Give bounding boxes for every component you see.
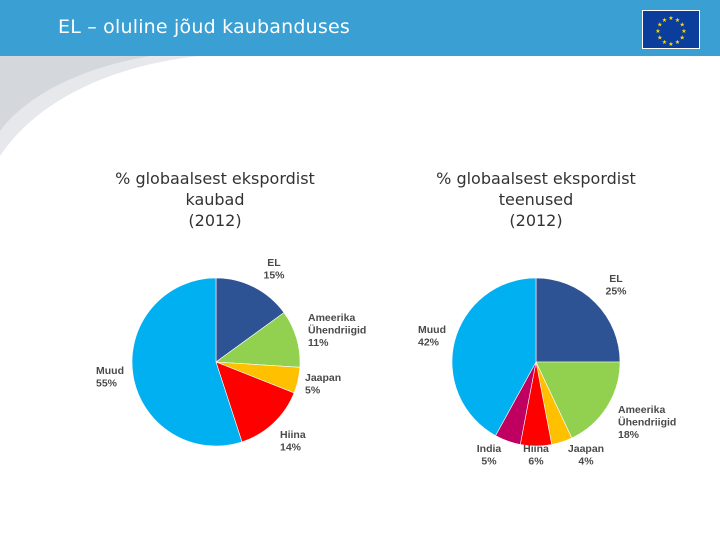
slice-label-1-5: Muud 55%	[96, 365, 124, 390]
svg-text:★: ★	[675, 39, 680, 46]
pie-slice-2-1	[535, 277, 621, 363]
slice-label-1-4: Hiina 14%	[280, 429, 306, 454]
slice-label-1-2: Ameerika Ühendriigid 11%	[308, 312, 366, 349]
svg-text:★: ★	[681, 28, 686, 35]
slice-label-2-4: Hiina 6%	[523, 443, 549, 468]
svg-text:★: ★	[662, 39, 667, 46]
chart-2-title-line: % globaalsest ekspordist	[436, 169, 636, 188]
chart-1-title: % globaalsest ekspordist kaubad (2012)	[75, 168, 355, 231]
decorative-swoosh	[0, 56, 200, 156]
svg-text:★: ★	[668, 41, 673, 48]
slice-label-1-1: EL 15%	[263, 257, 285, 282]
svg-text:★: ★	[657, 35, 662, 42]
chart-1-title-line: (2012)	[188, 211, 242, 230]
slide-title: EL – oluline jõud kaubanduses	[58, 16, 350, 38]
svg-text:★: ★	[668, 15, 673, 22]
pie-slice-2-2	[535, 361, 621, 439]
chart-2-title-line: (2012)	[509, 211, 563, 230]
slice-label-2-5: India 5%	[477, 443, 502, 468]
svg-text:★: ★	[680, 35, 685, 42]
chart-2-title-line: teenused	[498, 190, 574, 209]
slice-label-2-2: Ameerika Ühendriigid 18%	[618, 404, 676, 441]
svg-text:★: ★	[680, 22, 685, 29]
eu-flag-icon: ★ ★ ★ ★ ★ ★ ★ ★ ★ ★ ★ ★	[642, 10, 700, 49]
svg-text:★: ★	[662, 17, 667, 24]
slice-label-2-1: EL 25%	[605, 273, 627, 298]
pie-slice-2-6	[451, 277, 537, 437]
pie-slice-1-5	[131, 277, 243, 447]
chart-2-title: % globaalsest ekspordist teenused (2012)	[396, 168, 676, 231]
slice-label-2-6: Muud 42%	[418, 324, 446, 349]
slide-header	[0, 0, 720, 56]
svg-text:★: ★	[655, 28, 660, 35]
pie-slice-1-1	[215, 277, 285, 363]
svg-text:★: ★	[675, 17, 680, 24]
chart-1-title-line: kaubad	[185, 190, 245, 209]
slice-label-1-3: Jaapan 5%	[305, 372, 341, 397]
chart-1-title-line: % globaalsest ekspordist	[115, 169, 315, 188]
svg-text:★: ★	[657, 22, 662, 29]
slice-label-2-3: Jaapan 4%	[568, 443, 604, 468]
